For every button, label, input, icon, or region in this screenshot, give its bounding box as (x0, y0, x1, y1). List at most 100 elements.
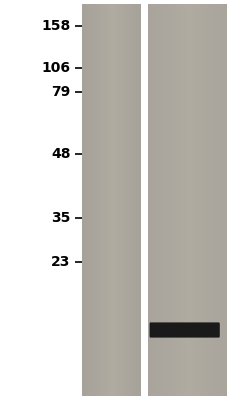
Bar (170, 4, 171, 396)
Bar (197, 4, 198, 396)
Bar (123, 4, 124, 396)
Bar (199, 4, 200, 396)
Bar (207, 4, 208, 396)
Bar (83, 4, 84, 396)
Bar (89, 4, 90, 396)
Bar (115, 4, 116, 396)
Bar (182, 4, 183, 396)
Bar (208, 4, 210, 396)
Text: 23: 23 (51, 255, 70, 269)
Bar (219, 4, 220, 396)
Bar (171, 4, 173, 396)
Bar (166, 4, 168, 396)
Text: 35: 35 (51, 211, 70, 225)
Bar (110, 4, 111, 396)
Bar (131, 4, 132, 396)
Bar (162, 4, 163, 396)
Bar (198, 4, 199, 396)
Bar (127, 4, 128, 396)
Bar (114, 4, 115, 396)
Bar (175, 4, 177, 396)
Bar (195, 4, 197, 396)
Bar (128, 4, 129, 396)
Bar (187, 4, 189, 396)
Bar (104, 4, 105, 396)
Bar (125, 4, 126, 396)
Bar (130, 4, 131, 396)
Bar (101, 4, 102, 396)
Text: 79: 79 (51, 85, 70, 99)
Bar (223, 4, 224, 396)
Bar (189, 4, 190, 396)
Bar (116, 4, 117, 396)
Bar (132, 4, 133, 396)
Bar (103, 4, 104, 396)
Bar (191, 4, 192, 396)
Bar (87, 4, 88, 396)
Bar (113, 4, 114, 396)
Bar (124, 4, 125, 396)
Bar (93, 4, 94, 396)
Bar (173, 4, 174, 396)
Bar (105, 4, 106, 396)
Bar (108, 4, 109, 396)
Bar (82, 4, 141, 396)
Text: 48: 48 (51, 147, 70, 161)
Text: 158: 158 (41, 19, 70, 33)
Bar (212, 4, 214, 396)
Bar (205, 4, 206, 396)
Bar (90, 4, 91, 396)
Bar (150, 4, 152, 396)
Bar (200, 4, 202, 396)
Bar (210, 4, 211, 396)
Bar (192, 4, 194, 396)
Text: 106: 106 (42, 61, 70, 75)
Bar (133, 4, 134, 396)
Bar (126, 4, 127, 396)
Bar (152, 4, 153, 396)
Bar (214, 4, 215, 396)
Bar (82, 4, 83, 396)
Bar (190, 4, 191, 396)
Bar (97, 4, 99, 396)
Bar (157, 4, 158, 396)
Bar (153, 4, 154, 396)
Bar (202, 4, 203, 396)
Bar (84, 4, 85, 396)
Bar (178, 4, 179, 396)
Bar (181, 4, 182, 396)
Bar (86, 4, 87, 396)
Bar (203, 4, 205, 396)
Bar (158, 4, 159, 396)
Bar (163, 4, 165, 396)
Bar (120, 4, 121, 396)
Bar (174, 4, 175, 396)
Bar (177, 4, 178, 396)
Bar (186, 4, 187, 396)
Bar (85, 4, 86, 396)
Bar (117, 4, 118, 396)
Bar (121, 4, 122, 396)
Bar (118, 4, 119, 396)
Bar (102, 4, 103, 396)
Bar (88, 4, 89, 396)
Bar (159, 4, 161, 396)
Bar (122, 4, 123, 396)
Bar (216, 4, 218, 396)
FancyBboxPatch shape (149, 322, 219, 338)
Bar (109, 4, 110, 396)
Bar (222, 4, 223, 396)
Bar (112, 4, 113, 396)
Bar (224, 4, 226, 396)
Bar (194, 4, 195, 396)
Bar (215, 4, 216, 396)
Bar (149, 4, 150, 396)
Bar (220, 4, 222, 396)
Bar (138, 4, 139, 396)
Bar (155, 4, 157, 396)
Bar (211, 4, 212, 396)
Bar (206, 4, 207, 396)
Bar (119, 4, 120, 396)
Bar (148, 4, 227, 396)
Bar (169, 4, 170, 396)
